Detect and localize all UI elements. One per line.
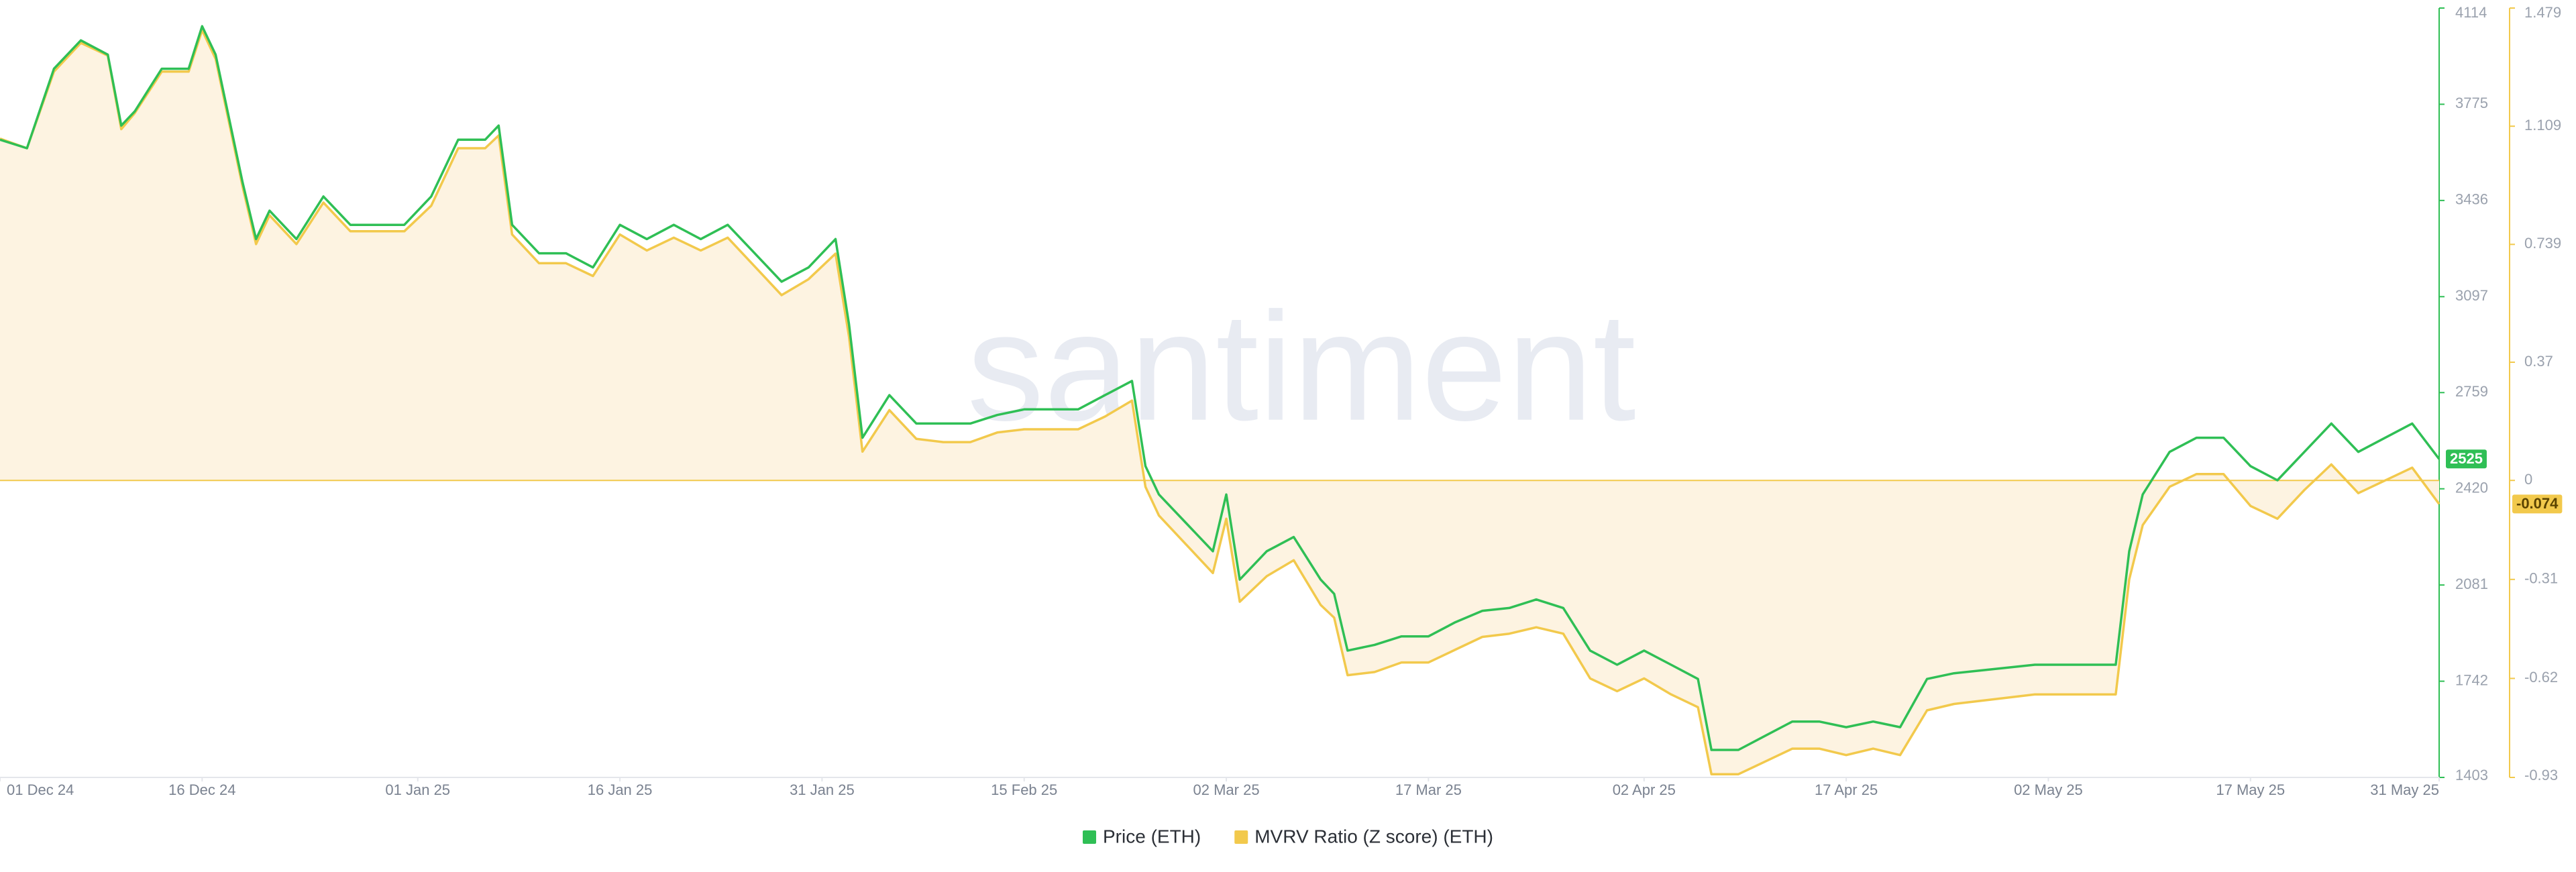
series-line (0, 25, 2440, 751)
watermark: santiment (967, 280, 1635, 453)
legend: Price (ETH) MVRV Ratio (Z score) (ETH) (1083, 826, 1493, 847)
y-tick-label: 3436 (2455, 191, 2488, 208)
legend-label: MVRV Ratio (Z score) (ETH) (1254, 826, 1493, 847)
y2-tick-label: 1.479 (2524, 4, 2561, 21)
x-tick-label: 02 Mar 25 (1193, 781, 1260, 798)
badge-bg (2512, 494, 2563, 514)
badge-label: -0.074 (2516, 495, 2559, 512)
y-tick-label: 2420 (2455, 480, 2488, 496)
area (0, 30, 2439, 775)
legend-swatch (1083, 830, 1096, 844)
series-line (0, 29, 2440, 775)
y-tick-label: 4114 (2455, 4, 2487, 21)
x-tick-label: 02 Apr 25 (1613, 781, 1676, 798)
x-tick-label: 31 Jan 25 (790, 781, 855, 798)
y-tick-label: 1742 (2455, 671, 2488, 688)
badge-bg (2446, 449, 2487, 469)
y-tick-label: 2081 (2455, 576, 2488, 592)
y2-tick-label: 0 (2524, 471, 2532, 488)
y2-tick-label: 1.109 (2524, 117, 2561, 133)
legend-label: Price (ETH) (1103, 826, 1201, 847)
y-tick-label: 3097 (2455, 287, 2488, 304)
x-tick-label: 16 Jan 25 (588, 781, 653, 798)
x-tick-label: 31 May 25 (2370, 781, 2439, 798)
badge-label: 2525 (2450, 450, 2483, 467)
last-value-badge: -0.074 (2512, 494, 2563, 514)
legend-swatch (1234, 830, 1248, 844)
x-tick-label: 17 May 25 (2216, 781, 2285, 798)
y2-tick-label: -0.62 (2524, 669, 2558, 686)
x-tick-label: 17 Apr 25 (1815, 781, 1878, 798)
x-tick-label: 01 Dec 24 (7, 781, 74, 798)
last-value-badge: 2525 (2446, 449, 2487, 469)
x-tick-label: 15 Feb 25 (991, 781, 1057, 798)
y2-tick-label: 0.739 (2524, 235, 2561, 252)
y2-tick-label: 0.37 (2524, 353, 2553, 370)
y-tick-label: 1403 (2455, 767, 2488, 783)
x-tick-label: 01 Jan 25 (385, 781, 450, 798)
x-tick-label: 02 May 25 (2014, 781, 2083, 798)
y-tick-label: 2759 (2455, 383, 2488, 400)
y2-tick-label: -0.93 (2524, 767, 2558, 783)
y-tick-label: 3775 (2455, 95, 2488, 111)
x-tick-label: 16 Dec 24 (168, 781, 235, 798)
y2-tick-label: -0.31 (2524, 570, 2558, 587)
x-tick-label: 17 Mar 25 (1395, 781, 1462, 798)
